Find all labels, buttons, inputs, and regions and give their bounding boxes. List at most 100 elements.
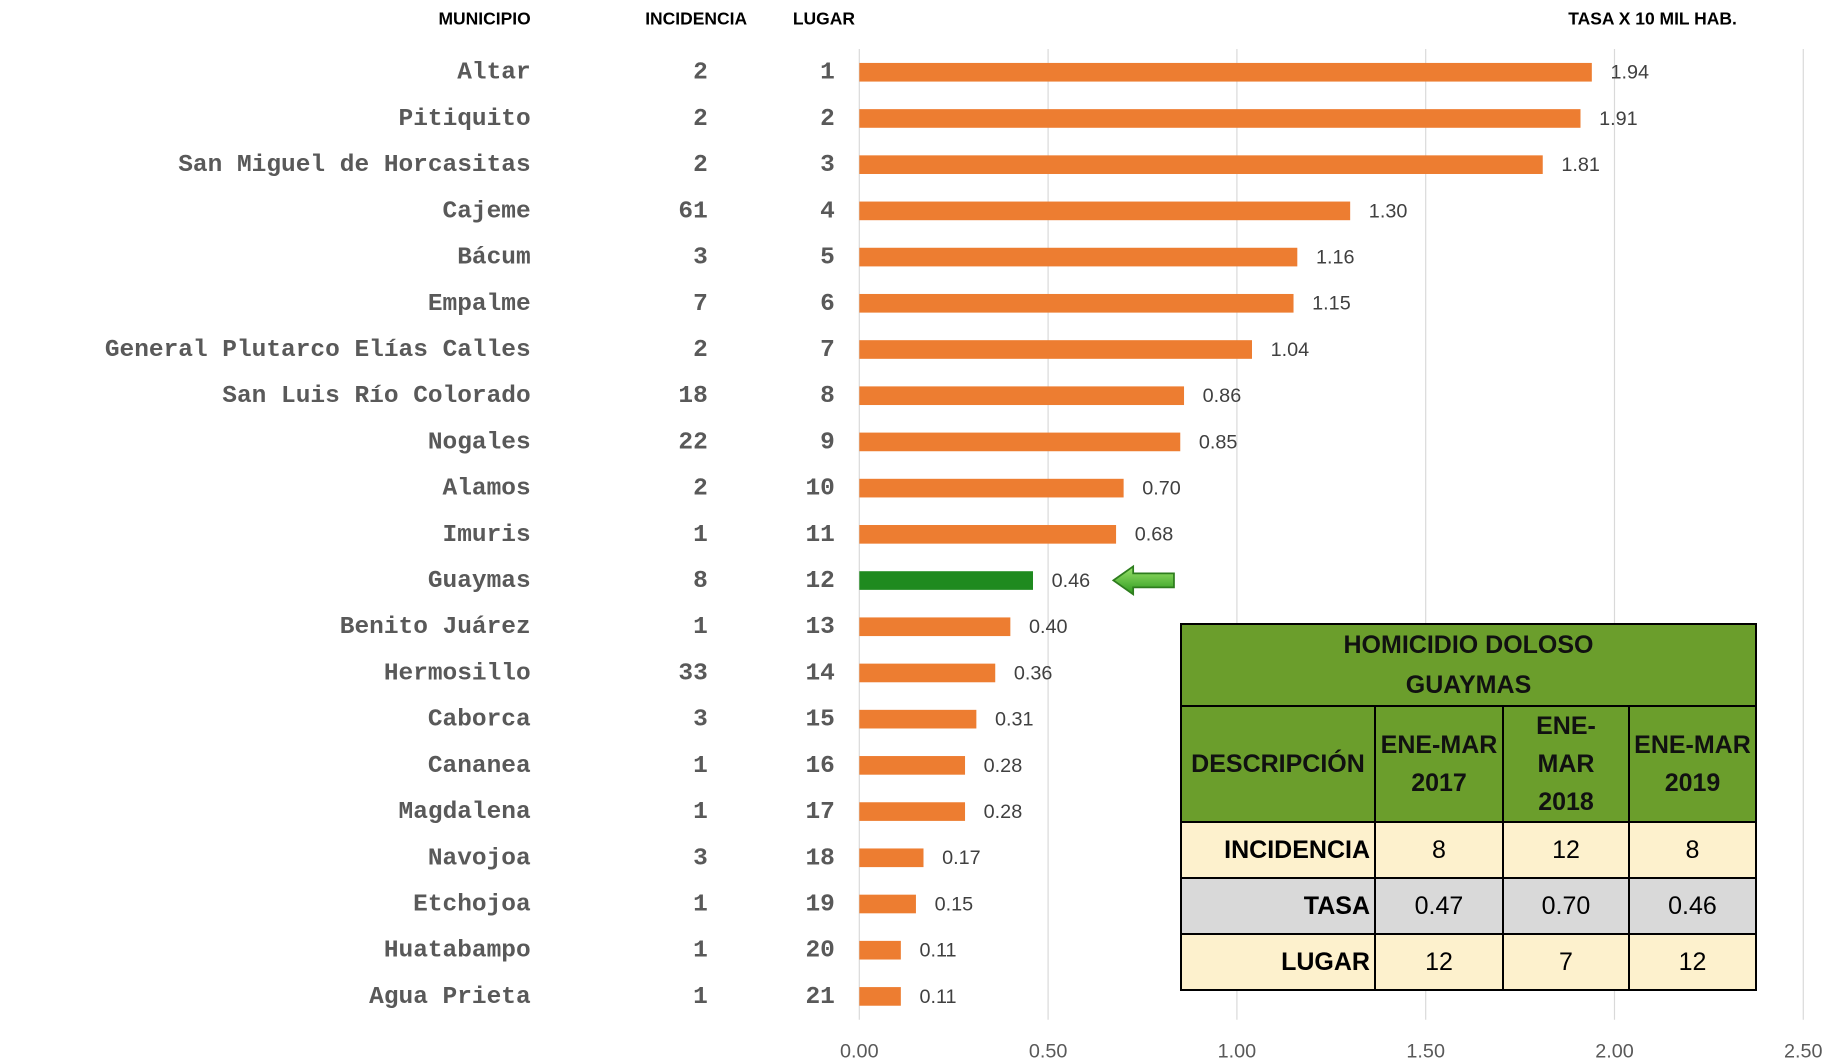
bar [859,432,1181,452]
bar [859,247,1298,267]
value-label: 0.15 [935,893,974,915]
incidencia-label: 22 [678,429,707,456]
incidencia-label: 2 [693,152,708,179]
category-label: Navojoa [428,845,531,872]
value-label: 0.85 [1199,431,1238,453]
bar [859,894,916,914]
incidencia-label: 1 [693,891,708,918]
value-label: 1.30 [1369,200,1408,222]
bar [859,756,966,775]
lugar-label: 4 [820,198,835,225]
arrow-icon [1111,564,1175,597]
x-tick-label: 2.50 [1784,1041,1823,1063]
category-label: Cananea [428,753,531,780]
lugar-label: 15 [805,707,834,734]
table-cell: 0.47 [1374,877,1504,935]
value-label: 0.11 [919,986,956,1008]
column-header: TASA X 10 MIL HAB. [1568,8,1737,28]
category-label: Magdalena [399,799,531,826]
category-label: Altar [457,60,530,87]
lugar-label: 21 [805,984,834,1011]
incidencia-label: 2 [693,476,708,503]
value-label: 1.94 [1610,62,1649,84]
category-label: Benito Juárez [340,614,531,641]
category-label: Pitiquito [399,106,531,133]
category-label: Etchojoa [413,891,531,918]
category-label: Alamos [443,476,531,503]
bar [859,802,966,821]
category-label: Huatabampo [384,938,531,965]
value-label: 0.36 [1014,662,1053,684]
incidencia-label: 3 [693,707,708,734]
value-label: 0.28 [984,755,1023,777]
table-cell: 12 [1628,933,1757,991]
table-cell: 8 [1628,821,1757,879]
lugar-label: 16 [805,753,834,780]
lugar-label: 9 [820,429,835,456]
x-tick-label: 1.00 [1218,1041,1257,1063]
value-label: 0.70 [1142,478,1181,500]
bar [859,386,1185,406]
category-label: Guaymas [428,568,531,595]
value-label: 0.40 [1029,616,1068,638]
table-cell: 7 [1502,933,1630,991]
table-cell: 0.46 [1628,877,1757,935]
x-tick-label: 2.00 [1595,1041,1634,1063]
row-label: TASA [1180,877,1376,935]
lugar-label: 13 [805,614,834,641]
incidencia-label: 1 [693,984,708,1011]
incidencia-label: 7 [693,291,708,318]
bar [859,848,924,868]
value-label: 1.04 [1271,339,1310,361]
lugar-label: 3 [820,152,835,179]
table-cell: 8 [1374,821,1504,879]
incidencia-label: 3 [693,245,708,272]
bar [859,663,996,683]
lugar-label: 19 [805,891,834,918]
x-tick-label: 1.50 [1406,1041,1445,1063]
incidencia-label: 2 [693,106,708,133]
incidencia-label: 3 [693,845,708,872]
lugar-label: 7 [820,337,835,364]
lugar-label: 14 [805,660,834,687]
bar [859,62,1592,82]
table-header: ENE-MAR 2019 [1628,705,1757,823]
table-title-cell: HOMICIDIO DOLOSO GUAYMAS [1180,623,1757,707]
category-label: Bácum [457,245,530,272]
table-header: ENE-MAR 2018 [1502,705,1630,823]
value-label: 1.15 [1312,293,1351,315]
bar [859,155,1543,174]
table-title: HOMICIDIO DOLOSO GUAYMAS [1343,631,1594,699]
value-label: 1.91 [1599,108,1638,130]
category-label: Hermosillo [384,660,531,687]
table-header: ENE-MAR 2017 [1374,705,1504,823]
incidencia-label: 1 [693,522,708,549]
lugar-label: 10 [805,476,834,503]
incidencia-label: 1 [693,614,708,641]
lugar-label: 17 [805,799,834,826]
lugar-label: 11 [805,522,834,549]
value-label: 0.11 [919,940,956,962]
lugar-label: 5 [820,245,835,272]
incidencia-label: 61 [678,198,707,225]
incidencia-label: 1 [693,753,708,780]
lugar-label: 1 [820,60,835,87]
table-cell: 0.70 [1502,877,1630,935]
bar [859,109,1581,128]
category-label: Imuris [443,522,531,549]
value-label: 1.81 [1561,154,1600,176]
bar [859,525,1117,544]
table-cell: 12 [1374,933,1504,991]
incidencia-label: 1 [693,938,708,965]
value-label: 1.16 [1316,246,1355,268]
incidencia-label: 18 [678,383,707,410]
x-tick-label: 0.50 [1029,1041,1068,1063]
category-label: Nogales [428,429,531,456]
lugar-label: 12 [805,568,834,595]
column-header: LUGAR [793,8,855,28]
incidencia-label: 2 [693,337,708,364]
lugar-label: 2 [820,106,835,133]
